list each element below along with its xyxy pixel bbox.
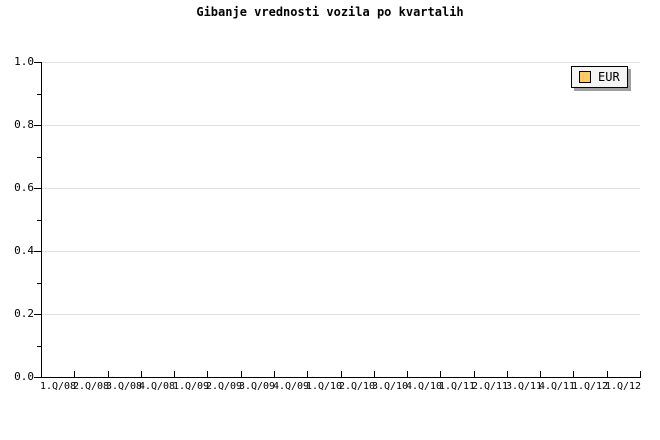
x-tick-label: 3.Q/10 — [371, 381, 409, 392]
y-tick-label: 0.4 — [14, 244, 34, 257]
y-gridline — [42, 125, 640, 126]
x-tick — [440, 371, 441, 377]
x-tick-label: 3.Q/08 — [105, 381, 143, 392]
x-tick — [607, 371, 608, 377]
y-tick-label: 0.6 — [14, 181, 34, 194]
x-tick-label: 2.Q/08 — [72, 381, 110, 392]
x-tick-label: 3.Q/11 — [505, 381, 543, 392]
x-tick-label: 2.Q/10 — [338, 381, 376, 392]
y-tick-label: 1.0 — [14, 55, 34, 68]
x-tick-label: 1.Q/08 — [39, 381, 77, 392]
y-minor-tick — [37, 283, 41, 284]
x-tick-label: 2.Q/09 — [205, 381, 243, 392]
x-tick-label: 3.Q/09 — [238, 381, 276, 392]
x-tick — [374, 371, 375, 377]
y-major-tick — [34, 377, 41, 378]
y-minor-tick — [37, 220, 41, 221]
chart-title: Gibanje vrednosti vozila po kvartalih — [196, 5, 464, 19]
y-major-tick — [34, 125, 41, 126]
y-major-tick — [34, 314, 41, 315]
y-major-tick — [34, 188, 41, 189]
x-tick — [141, 371, 142, 377]
x-tick — [274, 371, 275, 377]
y-gridline — [42, 251, 640, 252]
x-tick — [41, 371, 42, 377]
legend-label-eur: EUR — [598, 70, 620, 84]
y-tick-label: 0.8 — [14, 118, 34, 131]
x-tick — [573, 371, 574, 377]
y-gridline — [42, 188, 640, 189]
legend-swatch-eur — [579, 71, 591, 83]
x-tick — [474, 371, 475, 377]
x-tick — [74, 371, 75, 377]
y-tick-label: 0.0 — [14, 370, 34, 383]
y-gridline — [42, 314, 640, 315]
x-tick — [507, 371, 508, 377]
x-tick-label: 4.Q/08 — [138, 381, 176, 392]
y-axis-line — [41, 62, 42, 378]
x-tick-label: 4.Q/10 — [405, 381, 443, 392]
x-tick-label: 1.Q/12 — [571, 381, 609, 392]
legend: EUR — [571, 66, 628, 88]
x-tick — [341, 371, 342, 377]
x-tick — [241, 371, 242, 377]
x-tick-label: 4.Q/09 — [272, 381, 310, 392]
x-tick-label: 1.Q/10 — [305, 381, 343, 392]
y-minor-tick — [37, 94, 41, 95]
y-gridline — [42, 62, 640, 63]
x-axis-line — [41, 377, 641, 378]
x-tick-label: 2.Q/11 — [471, 381, 509, 392]
x-tick — [540, 371, 541, 377]
x-tick-label: 4.Q/11 — [538, 381, 576, 392]
x-tick-label: 1.Q/09 — [172, 381, 210, 392]
x-tick — [307, 371, 308, 377]
x-tick — [207, 371, 208, 377]
y-tick-label: 0.2 — [14, 307, 34, 320]
x-tick — [174, 371, 175, 377]
x-tick — [640, 371, 641, 377]
y-minor-tick — [37, 157, 41, 158]
y-major-tick — [34, 251, 41, 252]
x-tick — [108, 371, 109, 377]
x-tick-label: 1.Q/11 — [438, 381, 476, 392]
x-tick-label: 1.Q/12 — [604, 381, 642, 392]
y-major-tick — [34, 62, 41, 63]
x-tick — [407, 371, 408, 377]
y-minor-tick — [37, 346, 41, 347]
